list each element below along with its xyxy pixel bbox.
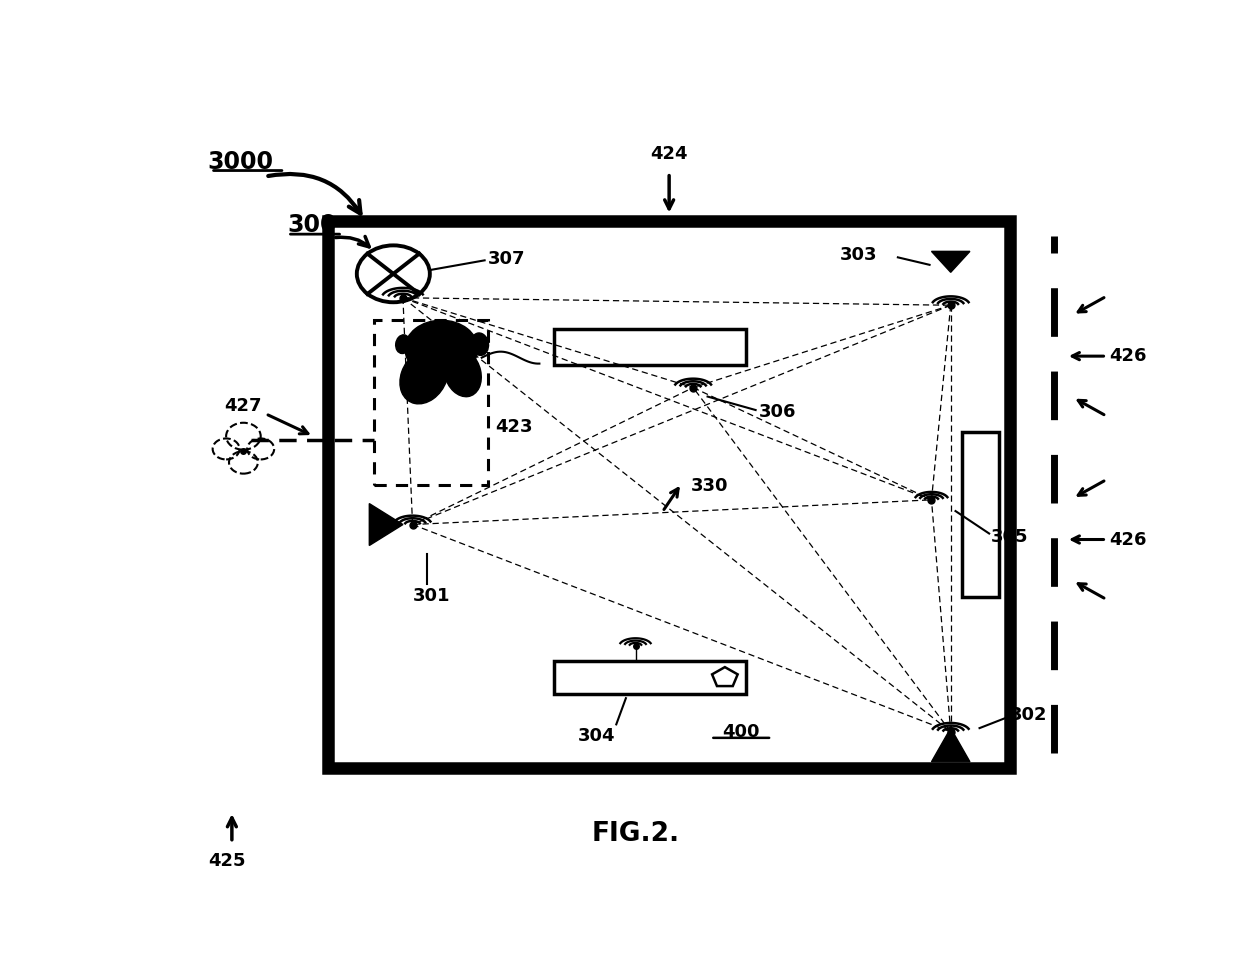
Bar [327,222,1011,768]
Text: 306: 306 [759,403,796,421]
Text: 303: 303 [841,246,878,264]
Text: 305: 305 [991,528,1028,546]
Text: 400: 400 [723,723,760,741]
Text: 424: 424 [651,145,688,163]
Text: 330: 330 [691,477,729,496]
Ellipse shape [401,349,448,403]
Text: 307: 307 [487,250,525,268]
Text: 300: 300 [288,213,337,237]
Text: 304: 304 [578,727,615,745]
Ellipse shape [396,334,410,354]
Text: 427: 427 [224,398,262,415]
FancyArrowPatch shape [336,236,370,247]
Bar [374,320,487,485]
Text: 425: 425 [208,851,246,870]
FancyArrowPatch shape [268,174,361,214]
Text: 426: 426 [1110,347,1147,365]
Text: 302: 302 [1011,707,1048,724]
Circle shape [404,320,477,377]
Polygon shape [931,728,970,762]
Polygon shape [370,503,403,545]
Text: 301: 301 [413,587,450,605]
Bar [962,433,998,597]
Text: 426: 426 [1110,531,1147,548]
Polygon shape [931,252,970,272]
Bar [554,330,746,365]
Ellipse shape [444,349,481,397]
Text: 423: 423 [495,418,533,436]
Ellipse shape [471,333,489,356]
Text: 3000: 3000 [208,150,274,174]
Bar [554,661,746,694]
Text: FIG.2.: FIG.2. [591,820,680,847]
